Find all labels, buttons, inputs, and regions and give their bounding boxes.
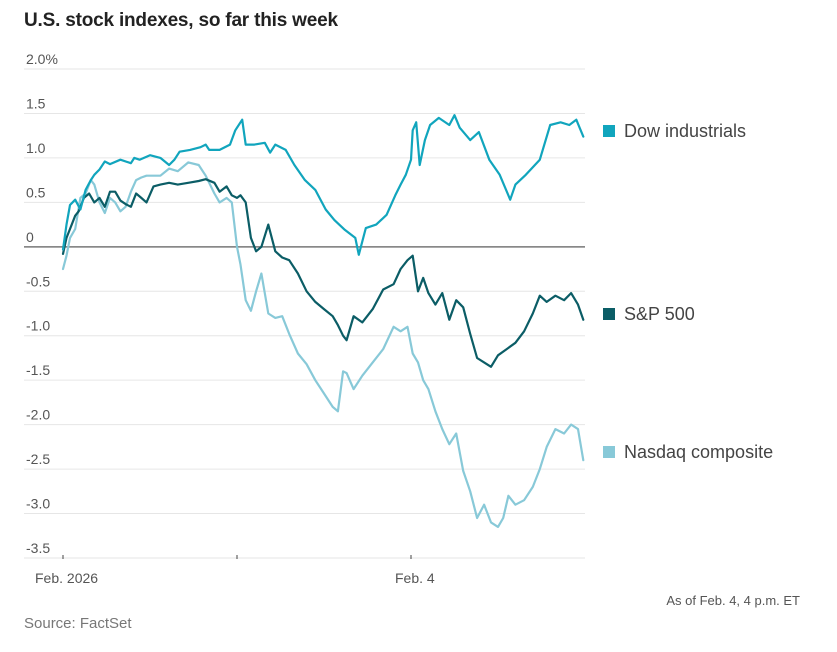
x-tick-label: Feb. 4 bbox=[395, 570, 435, 586]
legend-label: Dow industrials bbox=[624, 121, 746, 141]
x-axis: Feb. 2026 Feb. 4 bbox=[35, 555, 435, 586]
legend-label: Nasdaq composite bbox=[624, 442, 773, 462]
y-axis-ticks: 2.0% 1.5 1.0 0.5 0 -0.5 -1.0 -1.5 -2.0 -2.5 -3.0 -3… bbox=[26, 51, 58, 556]
y-tick-label: 1.0 bbox=[26, 140, 46, 156]
timestamp-note: As of Feb. 4, 4 p.m. ET bbox=[666, 593, 800, 608]
source-note: Source: FactSet bbox=[24, 615, 132, 632]
y-tick-label: -1.0 bbox=[26, 318, 50, 334]
legend-swatch bbox=[603, 125, 615, 137]
y-tick-label: -2.5 bbox=[26, 451, 50, 467]
chart-title: U.S. stock indexes, so far this week bbox=[24, 10, 338, 31]
y-tick-label: 1.5 bbox=[26, 95, 46, 111]
y-tick-label: 0 bbox=[26, 229, 34, 245]
line-chart: 2.0% 1.5 1.0 0.5 0 -0.5 -1.0 -1.5 -2.0 -2.5 -3.0 -3… bbox=[24, 51, 773, 586]
y-tick-label: -3.5 bbox=[26, 540, 50, 556]
legend-label: S&P 500 bbox=[624, 304, 695, 324]
series-line-dow-industrials bbox=[61, 114, 585, 256]
series-line-s-p-500 bbox=[61, 178, 585, 368]
gridlines bbox=[24, 68, 585, 559]
legend-swatch bbox=[603, 446, 615, 458]
legend-swatch bbox=[603, 308, 615, 320]
y-tick-label: -2.0 bbox=[26, 407, 50, 423]
y-tick-label: 0.5 bbox=[26, 184, 46, 200]
y-tick-label: -0.5 bbox=[26, 273, 50, 289]
legend: Dow industrials S&P 500 Nasdaq composite bbox=[603, 121, 773, 462]
x-tick-label: Feb. 2026 bbox=[35, 570, 98, 586]
y-tick-label: 2.0% bbox=[26, 51, 58, 67]
y-tick-label: -3.0 bbox=[26, 496, 50, 512]
series-lines bbox=[61, 114, 585, 529]
series-line-nasdaq-composite bbox=[61, 161, 585, 529]
y-tick-label: -1.5 bbox=[26, 362, 50, 378]
